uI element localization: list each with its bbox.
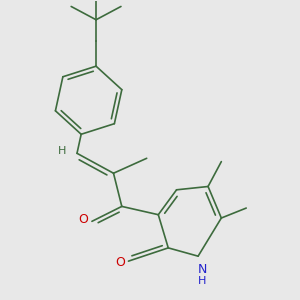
Text: N: N: [198, 263, 207, 276]
Text: O: O: [79, 213, 88, 226]
Text: O: O: [115, 256, 125, 269]
Text: H: H: [198, 276, 207, 286]
Text: H: H: [58, 146, 66, 156]
